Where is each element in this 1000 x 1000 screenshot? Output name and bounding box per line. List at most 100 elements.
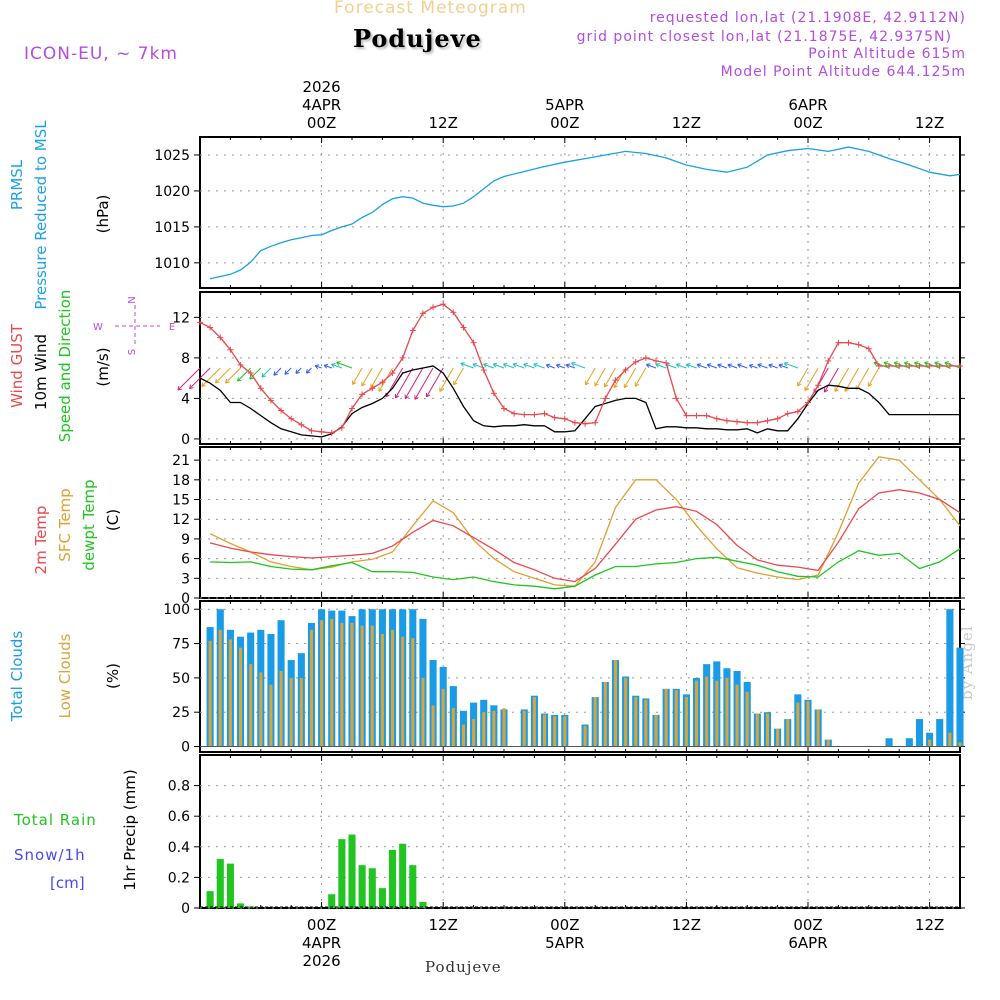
wind-arrow-head [201,382,204,387]
rain-bar [388,849,397,908]
wind-arrow-head [768,364,772,369]
rain-bar [368,868,376,908]
total-cloud-bar [936,719,944,747]
wind-arrow [686,363,697,369]
wind-arrow [323,364,332,369]
top-hour-label: 12Z [915,114,944,132]
wind-arrow-head [868,383,873,387]
total-clouds-label: Total Clouds [8,631,26,723]
wind-arrow [804,367,819,391]
wind-arrow [634,367,647,387]
bottom-hour-label: 00Z [793,916,822,934]
wind-arrow [533,363,545,369]
wind-arrow [768,364,778,369]
top-hour-label: 00Z [793,114,822,132]
wind-arrow-head [533,363,537,368]
total-cloud-bar [956,647,964,747]
wind-arrow-head [676,364,680,368]
wind-arrow-head [284,370,287,375]
wind-arrow-head [717,363,722,366]
wind-arrow [523,363,535,369]
y-tick-label: 4 [181,391,190,407]
low-cloud-bar [603,681,607,747]
wind-arrow-head [903,362,908,366]
wind-arrow [331,363,343,369]
top-hour-label: 12Z [429,114,458,132]
rain-bar [399,843,407,908]
bottom-hour-label: 12Z [672,916,701,934]
y-tick-label: 12 [172,512,190,528]
wind-arrow [665,363,677,369]
wind-arrow [855,367,870,390]
wind-arrow [778,364,788,369]
wind-arrow [352,367,363,385]
panel-5: 0 0.2 0.4 0.6 0.8 [168,754,965,917]
y-tick-label: 25 [172,705,190,721]
compass-rose: N S W E [93,296,175,355]
panel-3: 0 3 6 9 12 15 18 21 [172,446,965,607]
bottom-date-label: 6APR [788,934,827,952]
bottom-date-label: 4APR [302,934,341,952]
total-cloud-bar [946,609,954,747]
wind-arrow-head [385,394,390,398]
top-date-label: 6APR [788,96,827,114]
wind-arrow [460,362,474,369]
y-tick-label: 6 [181,552,190,568]
wind-arrow-head [533,362,538,365]
low-cloud-bar [806,701,810,747]
wind-arrow-head [545,364,550,369]
wind-arrow-head [686,363,691,365]
low-cloud-bar [492,710,496,747]
y-tick-label: 1015 [154,220,190,236]
top-date-label: 5APR [545,96,584,114]
wind-arrow-head [331,362,336,365]
low-cloud-bar [705,676,709,747]
wind-arrow-head [748,364,753,369]
wind-arrow-head [883,362,887,366]
wind-arrow-head [214,378,217,384]
location-title: Podujeve [353,24,482,53]
wind-arrow-head [305,369,308,374]
y-tick-label: 0.2 [168,870,190,886]
wind-arrow-head [295,369,298,374]
wind-arrow-head [331,363,335,368]
wind-arrow-head [707,363,712,366]
pressure-unit: (hPa) [94,195,112,234]
wind-arrow-head [273,371,276,376]
wind-arrow-head [778,363,783,366]
wind-arrow [717,364,728,369]
compass-e: E [169,322,175,333]
y-tick-label: 12 [172,310,190,326]
y-tick-label: 18 [172,473,190,489]
low-cloud-bar [553,716,557,747]
wind-arrow-head [492,363,497,368]
wind-arrow [934,362,951,369]
y-tick-label: 100 [163,602,190,618]
wind-arrow-head [483,363,487,368]
y-tick-label: 50 [172,671,190,687]
rain-bar [226,863,234,908]
compass-w: W [93,322,103,333]
wind-arrow-head [571,361,576,364]
wind-speed-line [199,365,960,438]
wind-arrow [249,367,262,380]
low-cloud-bar [249,664,253,747]
wind-arrow-head [395,395,400,399]
wind-arrow-head [523,363,527,368]
wind-arrow-head [306,371,311,374]
low-cloud-bar [228,639,232,747]
wind-arrow [894,362,910,369]
wind-arrow-head [676,363,681,365]
low-cloud-bar [826,739,830,747]
low-cloud-bar [411,638,415,747]
wind-arrow-head [201,385,206,387]
wind-arrow [305,367,312,374]
wind-arrow-head [237,377,239,382]
wind-arrow [361,367,373,387]
wind-arrow [873,362,890,369]
top-date-label: 4APR [302,96,341,114]
model-label: ICON-EU, ~ 7km [24,44,178,64]
cloud-unit: (%) [104,663,122,689]
low-cloud-bar [482,712,486,747]
wind-arrow-head [934,361,939,363]
